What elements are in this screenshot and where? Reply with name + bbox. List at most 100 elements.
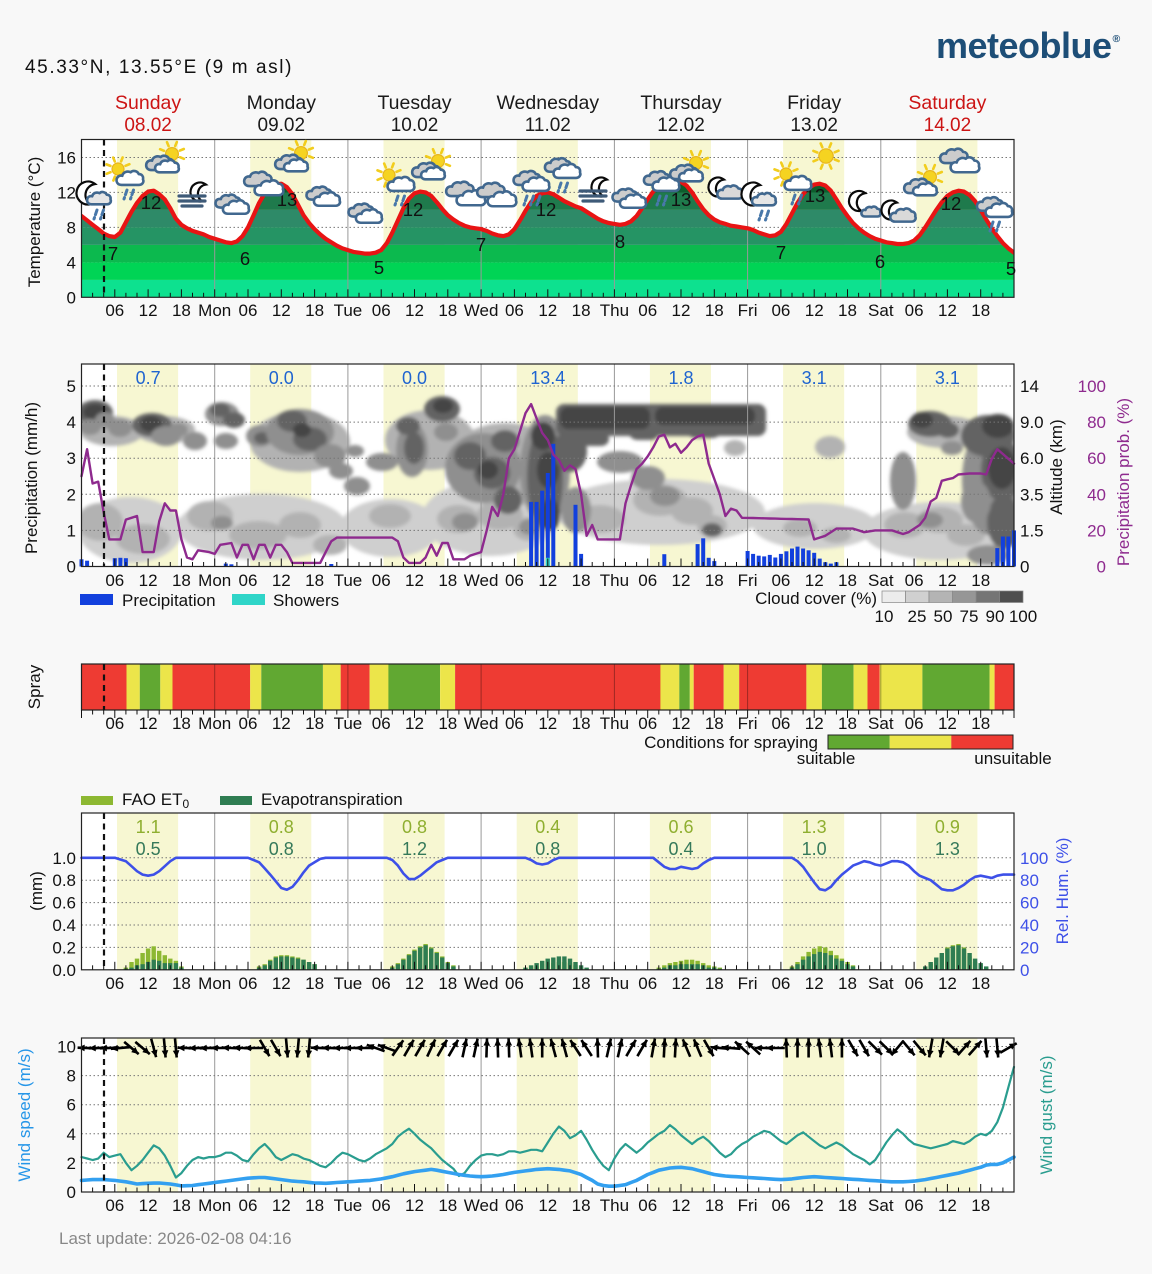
svg-text:0: 0: [67, 558, 76, 577]
svg-text:18: 18: [705, 571, 724, 590]
svg-text:18: 18: [572, 301, 591, 320]
svg-text:06: 06: [905, 1196, 924, 1215]
svg-text:Wednesday: Wednesday: [496, 92, 599, 114]
svg-text:Wind speed (m/s): Wind speed (m/s): [15, 1048, 34, 1181]
svg-text:Spray: Spray: [25, 664, 44, 709]
svg-text:Tue: Tue: [334, 571, 363, 590]
svg-text:60: 60: [1020, 894, 1039, 913]
svg-text:Fri: Fri: [738, 571, 758, 590]
svg-text:5: 5: [374, 257, 384, 278]
svg-text:12: 12: [405, 1196, 424, 1215]
svg-text:18: 18: [305, 301, 324, 320]
svg-text:12: 12: [938, 571, 957, 590]
svg-text:0.0: 0.0: [402, 368, 427, 388]
svg-text:80: 80: [1087, 413, 1106, 432]
svg-text:Precipitation (mm/h): Precipitation (mm/h): [22, 402, 41, 554]
svg-text:0: 0: [1020, 558, 1029, 577]
svg-text:Monday: Monday: [247, 92, 317, 114]
svg-text:Mon: Mon: [198, 714, 231, 733]
svg-text:6: 6: [240, 248, 250, 269]
svg-text:18: 18: [172, 974, 191, 993]
svg-text:14: 14: [1020, 377, 1039, 396]
svg-text:0: 0: [67, 1183, 76, 1202]
svg-text:0.4: 0.4: [52, 916, 76, 935]
svg-text:100: 100: [1020, 849, 1048, 868]
svg-text:Fri: Fri: [738, 1196, 758, 1215]
svg-text:Saturday: Saturday: [908, 92, 986, 114]
svg-text:12: 12: [139, 301, 158, 320]
svg-text:18: 18: [172, 571, 191, 590]
svg-text:1.0: 1.0: [802, 839, 827, 859]
svg-text:10: 10: [57, 1038, 76, 1057]
svg-text:06: 06: [905, 571, 924, 590]
svg-text:Tue: Tue: [334, 714, 363, 733]
svg-text:100: 100: [1009, 607, 1037, 626]
svg-text:12: 12: [938, 974, 957, 993]
svg-text:06: 06: [372, 714, 391, 733]
svg-text:40: 40: [1020, 916, 1039, 935]
svg-text:1.5: 1.5: [1020, 521, 1044, 540]
svg-text:12: 12: [672, 714, 691, 733]
svg-text:6: 6: [67, 1096, 76, 1115]
svg-text:12: 12: [272, 1196, 291, 1215]
svg-text:Wed: Wed: [464, 974, 499, 993]
svg-text:13.02: 13.02: [790, 115, 838, 136]
svg-text:Wed: Wed: [464, 714, 499, 733]
svg-text:10: 10: [875, 607, 894, 626]
svg-text:06: 06: [239, 571, 258, 590]
svg-text:1.3: 1.3: [935, 839, 960, 859]
svg-text:7: 7: [476, 234, 486, 255]
svg-text:1: 1: [67, 521, 76, 540]
svg-text:5: 5: [67, 377, 76, 396]
svg-text:Sat: Sat: [868, 714, 894, 733]
svg-text:12: 12: [672, 974, 691, 993]
svg-text:0.8: 0.8: [269, 817, 294, 837]
svg-text:06: 06: [638, 1196, 657, 1215]
svg-text:18: 18: [971, 301, 990, 320]
svg-text:12: 12: [941, 193, 962, 214]
svg-text:Wed: Wed: [464, 571, 499, 590]
svg-text:12: 12: [538, 714, 557, 733]
svg-text:06: 06: [105, 714, 124, 733]
svg-text:Fri: Fri: [738, 974, 758, 993]
svg-text:06: 06: [105, 301, 124, 320]
svg-text:13: 13: [671, 189, 692, 210]
svg-text:Thu: Thu: [600, 974, 629, 993]
svg-text:Friday: Friday: [787, 92, 841, 114]
svg-text:Fri: Fri: [738, 714, 758, 733]
svg-text:8: 8: [615, 231, 625, 252]
svg-text:18: 18: [971, 974, 990, 993]
svg-text:12: 12: [805, 974, 824, 993]
svg-text:Fri: Fri: [738, 301, 758, 320]
svg-text:Tue: Tue: [334, 301, 363, 320]
svg-text:0.2: 0.2: [52, 938, 76, 957]
svg-text:06: 06: [505, 301, 524, 320]
svg-text:06: 06: [771, 714, 790, 733]
svg-text:12: 12: [672, 301, 691, 320]
svg-text:6: 6: [875, 251, 885, 272]
svg-text:06: 06: [372, 571, 391, 590]
svg-text:12: 12: [272, 571, 291, 590]
svg-text:0: 0: [67, 288, 76, 307]
svg-text:12: 12: [672, 1196, 691, 1215]
svg-text:06: 06: [638, 974, 657, 993]
svg-text:18: 18: [838, 1196, 857, 1215]
svg-text:18: 18: [971, 571, 990, 590]
svg-text:Thursday: Thursday: [640, 92, 722, 114]
svg-text:Altitude (km): Altitude (km): [1047, 419, 1066, 514]
svg-text:80: 80: [1020, 871, 1039, 890]
svg-text:5: 5: [1006, 258, 1016, 279]
svg-text:06: 06: [105, 974, 124, 993]
svg-text:06: 06: [239, 301, 258, 320]
svg-text:18: 18: [438, 714, 457, 733]
svg-text:18: 18: [572, 1196, 591, 1215]
svg-text:18: 18: [838, 974, 857, 993]
svg-text:Wed: Wed: [464, 1196, 499, 1215]
svg-text:12: 12: [538, 974, 557, 993]
svg-text:18: 18: [705, 1196, 724, 1215]
svg-text:20: 20: [1087, 521, 1106, 540]
svg-text:11.02: 11.02: [525, 115, 571, 136]
svg-text:12.02: 12.02: [657, 115, 705, 136]
svg-text:06: 06: [905, 974, 924, 993]
svg-text:12: 12: [938, 714, 957, 733]
